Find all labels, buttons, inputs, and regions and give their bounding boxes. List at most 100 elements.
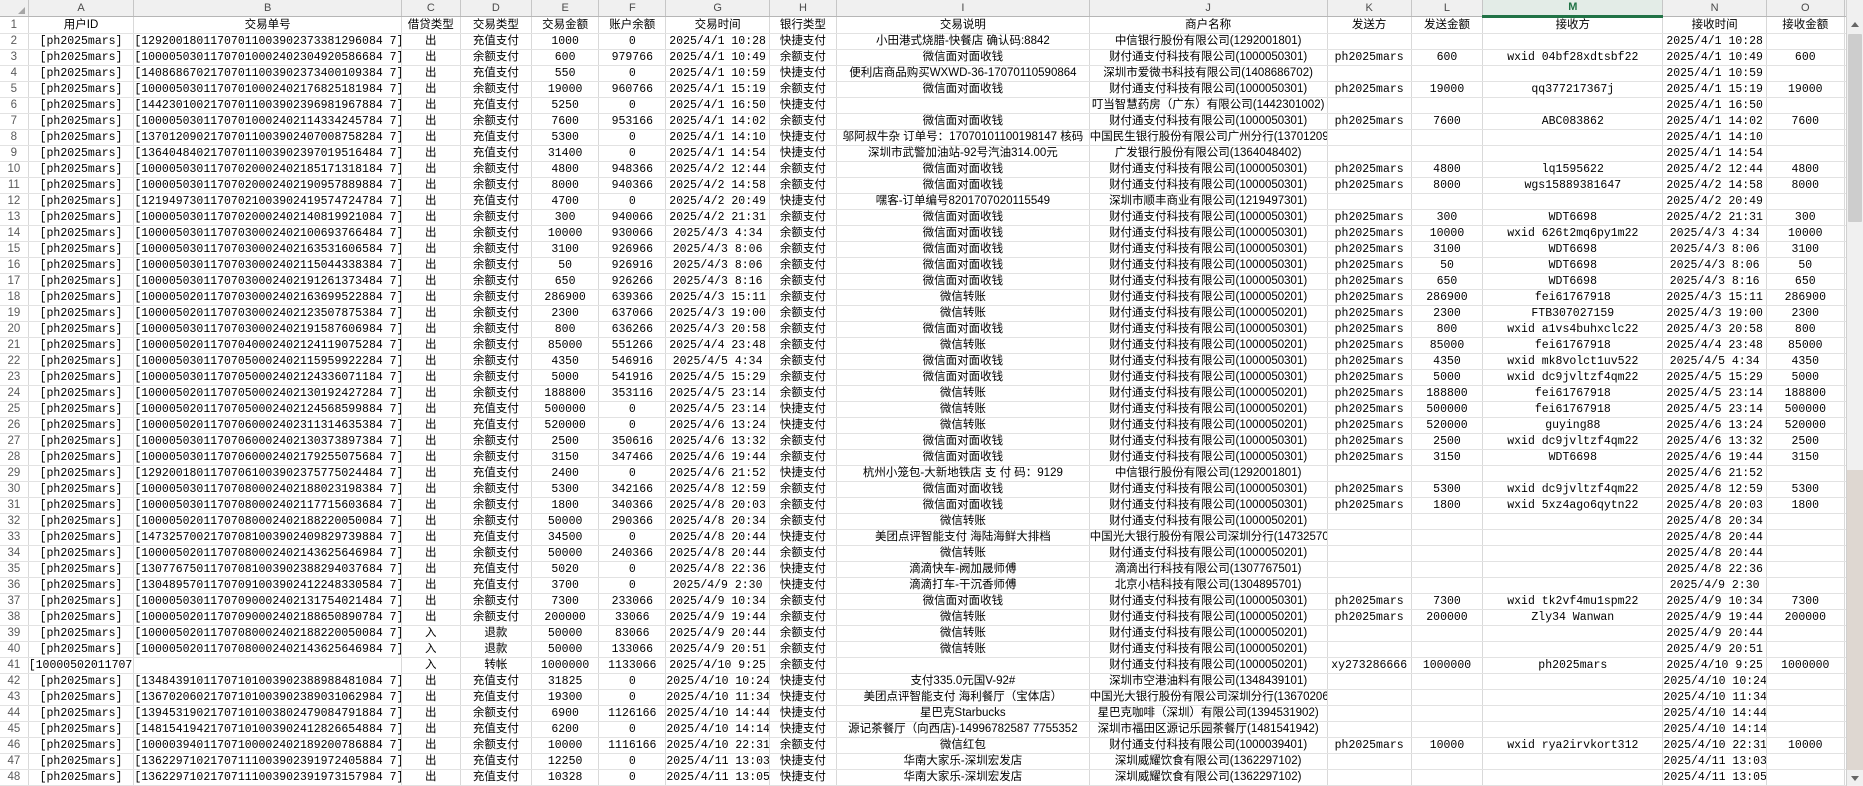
cell-L14[interactable]: 10000: [1411, 225, 1484, 242]
cell-E21[interactable]: 85000: [531, 337, 600, 354]
cell-G28[interactable]: 2025/4/6 19:44: [665, 449, 770, 466]
cell-A42[interactable]: [ph2025mars]: [28, 673, 135, 690]
cell-N19[interactable]: 2025/4/3 19:00: [1662, 305, 1767, 322]
cell-H27[interactable]: 余额支付: [769, 433, 838, 450]
cell-J22[interactable]: 财付通支付科技有限公司(1000050301): [1089, 353, 1328, 370]
cell-J32[interactable]: 财付通支付科技有限公司(1000050201): [1089, 513, 1328, 530]
cell-J16[interactable]: 财付通支付科技有限公司(1000050301): [1089, 257, 1328, 274]
cell-E4[interactable]: 550: [531, 65, 600, 82]
cell-J13[interactable]: 财付通支付科技有限公司(1000050301): [1089, 209, 1328, 226]
cell-I12[interactable]: 嘿客-订单编号8201707020115549: [836, 193, 1090, 210]
cell-H23[interactable]: 余额支付: [769, 369, 838, 386]
cell-M40[interactable]: [1482, 641, 1664, 658]
cell-M28[interactable]: WDT6698: [1482, 449, 1664, 466]
cell-E19[interactable]: 2300: [531, 305, 600, 322]
cell-I28[interactable]: 微信面对面收钱: [836, 449, 1090, 466]
table-row[interactable]: 7 [ph2025mars] [10000503011707010002402114…: [0, 113, 1863, 130]
cell-C48[interactable]: 出: [401, 769, 461, 786]
cell-N36[interactable]: 2025/4/9 2:30: [1662, 577, 1767, 594]
cell-H26[interactable]: 快捷支付: [769, 417, 838, 434]
cell-J40[interactable]: 财付通支付科技有限公司(1000050201): [1089, 641, 1328, 658]
cell-B25[interactable]: [10000502011707050002402124568599884 7]: [133, 401, 402, 418]
cell-G32[interactable]: 2025/4/8 20:34: [665, 513, 770, 530]
cell-C32[interactable]: 出: [401, 513, 461, 530]
table-row[interactable]: 45 [ph2025mars] [1481541942170710100390241…: [0, 721, 1863, 738]
cell-J44[interactable]: 星巴克咖啡（深圳）有限公司(1394531902): [1089, 705, 1328, 722]
cell-D34[interactable]: 余额支付: [460, 545, 533, 562]
cell-A20[interactable]: [ph2025mars]: [28, 321, 135, 338]
scroll-down-icon[interactable]: [1847, 770, 1863, 786]
cell-I20[interactable]: 微信面对面收钱: [836, 321, 1090, 338]
cell-H34[interactable]: 余额支付: [769, 545, 838, 562]
cell-K5[interactable]: ph2025mars: [1327, 81, 1412, 98]
table-header-row[interactable]: 1 用户ID 交易单号 借贷类型 交易类型 交易金额 账户余额 交易时间 银行类型 交易说明 商户名…: [0, 16, 1863, 34]
row-header-6[interactable]: 6: [0, 97, 29, 114]
cell-N7[interactable]: 2025/4/1 14:02: [1662, 113, 1767, 130]
cell-J30[interactable]: 财付通支付科技有限公司(1000050301): [1089, 481, 1328, 498]
cell-N35[interactable]: 2025/4/8 22:36: [1662, 561, 1767, 578]
cell-E41[interactable]: 1000000: [531, 657, 600, 674]
cell-H33[interactable]: 快捷支付: [769, 529, 838, 546]
cell-I21[interactable]: 微信转账: [836, 337, 1090, 354]
cell-A28[interactable]: [ph2025mars]: [28, 449, 135, 466]
cell-H7[interactable]: 余额支付: [769, 113, 838, 130]
cell-M42[interactable]: [1482, 673, 1664, 690]
cell-L38[interactable]: 200000: [1411, 609, 1484, 626]
row-header-8[interactable]: 8: [0, 129, 29, 146]
cell-E5[interactable]: 19000: [531, 81, 600, 98]
cell-I46[interactable]: 微信红包: [836, 737, 1090, 754]
cell-M12[interactable]: [1482, 193, 1664, 210]
column-header-D[interactable]: D: [460, 0, 533, 17]
cell-H29[interactable]: 快捷支付: [769, 465, 838, 482]
cell-L2[interactable]: [1411, 33, 1484, 50]
cell-C38[interactable]: 出: [401, 609, 461, 626]
table-row[interactable]: 15 [ph2025mars] [1000050301170703000240216…: [0, 241, 1863, 258]
cell-F36[interactable]: 0: [598, 577, 667, 594]
cell-L12[interactable]: [1411, 193, 1484, 210]
row-header-24[interactable]: 24: [0, 385, 29, 402]
cell-D43[interactable]: 充值支付: [460, 689, 533, 706]
cell-A9[interactable]: [ph2025mars]: [28, 145, 135, 162]
cell-O30[interactable]: 5300: [1766, 481, 1845, 498]
cell-A14[interactable]: [ph2025mars]: [28, 225, 135, 242]
column-header-O[interactable]: O: [1766, 0, 1845, 17]
cell-N14[interactable]: 2025/4/3 4:34: [1662, 225, 1767, 242]
row-header-26[interactable]: 26: [0, 417, 29, 434]
cell-G23[interactable]: 2025/4/5 15:29: [665, 369, 770, 386]
cell-E42[interactable]: 31825: [531, 673, 600, 690]
cell-N29[interactable]: 2025/4/6 21:52: [1662, 465, 1767, 482]
cell-I35[interactable]: 滴滴快车-阙加晟师傅: [836, 561, 1090, 578]
cell-E10[interactable]: 4800: [531, 161, 600, 178]
cell-D19[interactable]: 余额支付: [460, 305, 533, 322]
cell-F32[interactable]: 290366: [598, 513, 667, 530]
cell-D15[interactable]: 余额支付: [460, 241, 533, 258]
cell-J45[interactable]: 深圳市福田区源记乐园茶餐厅(1481541942): [1089, 721, 1328, 738]
cell-N47[interactable]: 2025/4/11 13:03: [1662, 753, 1767, 770]
cell-D32[interactable]: 余额支付: [460, 513, 533, 530]
cell-J23[interactable]: 财付通支付科技有限公司(1000050301): [1089, 369, 1328, 386]
cell-H46[interactable]: 余额支付: [769, 737, 838, 754]
cell-C34[interactable]: 出: [401, 545, 461, 562]
cell-N31[interactable]: 2025/4/8 20:03: [1662, 497, 1767, 514]
cell-L47[interactable]: [1411, 753, 1484, 770]
cell-D42[interactable]: 充值支付: [460, 673, 533, 690]
cell-J3[interactable]: 财付通支付科技有限公司(1000050301): [1089, 49, 1328, 66]
header-cell-E[interactable]: 交易金额: [531, 16, 600, 34]
cell-K18[interactable]: ph2025mars: [1327, 289, 1412, 306]
cell-C45[interactable]: 出: [401, 721, 461, 738]
cell-C29[interactable]: 出: [401, 465, 461, 482]
cell-J33[interactable]: 中国光大银行股份有限公司深圳分行(1473257002): [1089, 529, 1328, 546]
cell-K27[interactable]: ph2025mars: [1327, 433, 1412, 450]
cell-B20[interactable]: [10000503011707030002402191587606984 7]: [133, 321, 402, 338]
cell-E22[interactable]: 4350: [531, 353, 600, 370]
cell-B18[interactable]: [10000502011707030002402163699522884 7]: [133, 289, 402, 306]
cell-A37[interactable]: [ph2025mars]: [28, 593, 135, 610]
cell-B47[interactable]: [13622971021707111003902391972405884 7]: [133, 753, 402, 770]
cell-I5[interactable]: 微信面对面收钱: [836, 81, 1090, 98]
cell-A27[interactable]: [ph2025mars]: [28, 433, 135, 450]
cell-M23[interactable]: wxid dc9jvltzf4qm22: [1482, 369, 1664, 386]
cell-I22[interactable]: 微信面对面收钱: [836, 353, 1090, 370]
cell-A36[interactable]: [ph2025mars]: [28, 577, 135, 594]
cell-J7[interactable]: 财付通支付科技有限公司(1000050301): [1089, 113, 1328, 130]
